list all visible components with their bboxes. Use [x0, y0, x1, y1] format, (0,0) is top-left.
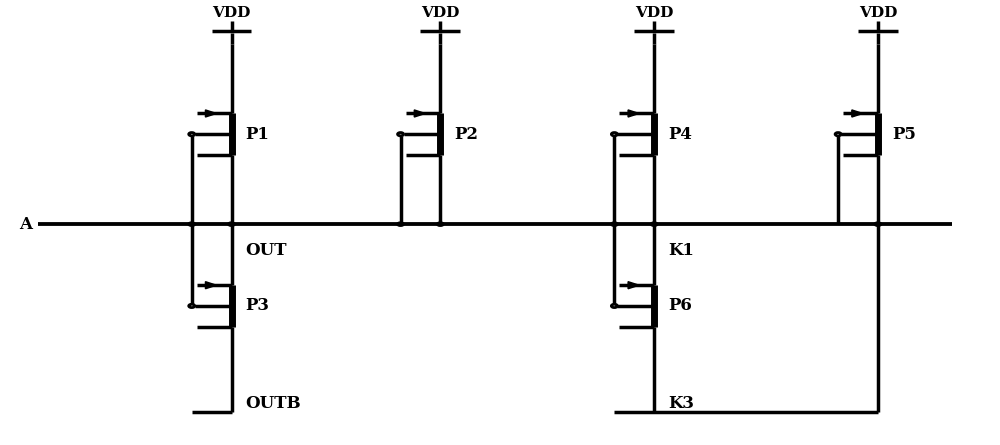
Circle shape [189, 133, 195, 136]
Text: P1: P1 [245, 125, 269, 143]
Polygon shape [628, 110, 639, 117]
Polygon shape [852, 110, 863, 117]
Circle shape [228, 222, 235, 226]
Circle shape [611, 133, 617, 136]
Circle shape [397, 222, 404, 226]
Circle shape [874, 222, 882, 226]
Polygon shape [414, 110, 425, 117]
Text: VDD: VDD [421, 6, 460, 20]
Text: VDD: VDD [212, 6, 251, 20]
Text: P3: P3 [245, 297, 269, 315]
Text: A: A [20, 216, 33, 233]
Circle shape [611, 304, 617, 307]
Text: P2: P2 [454, 125, 478, 143]
Text: VDD: VDD [859, 6, 897, 20]
Text: OUT: OUT [245, 242, 287, 259]
Text: K1: K1 [668, 242, 694, 259]
Circle shape [189, 304, 195, 307]
Polygon shape [205, 110, 216, 117]
Polygon shape [205, 282, 216, 289]
Text: P5: P5 [892, 125, 916, 143]
Polygon shape [628, 282, 639, 289]
Circle shape [650, 222, 658, 226]
Circle shape [437, 222, 444, 226]
Circle shape [835, 133, 841, 136]
Circle shape [188, 222, 196, 226]
Text: K3: K3 [668, 395, 694, 412]
Circle shape [611, 222, 618, 226]
Text: P4: P4 [668, 125, 692, 143]
Circle shape [398, 133, 404, 136]
Text: OUTB: OUTB [245, 395, 301, 412]
Text: P6: P6 [668, 297, 692, 315]
Text: VDD: VDD [635, 6, 673, 20]
